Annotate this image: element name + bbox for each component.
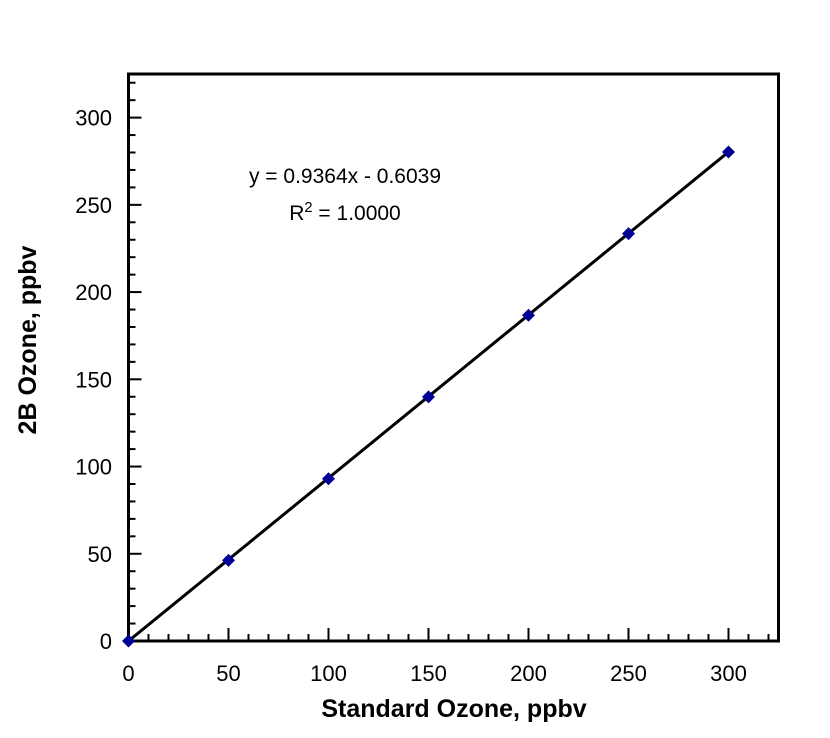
plot-frame	[127, 72, 780, 643]
y-tick-label: 150	[75, 367, 112, 392]
y-axis-title: 2B Ozone, ppbv	[14, 245, 42, 435]
y-tick-label: 0	[100, 629, 112, 654]
x-tick-label: 200	[510, 661, 547, 686]
data-point-marker	[622, 227, 635, 241]
y-tick-label: 250	[75, 193, 112, 218]
x-tick-label: 300	[710, 661, 747, 686]
data-point-marker	[522, 308, 535, 322]
data-point-marker	[422, 390, 435, 404]
y-tick-labels: 0 50 100 150 200 250 300	[75, 106, 112, 654]
r-squared-value: = 1.0000	[312, 202, 401, 225]
r-squared-text: R2 = 1.0000	[195, 195, 495, 232]
x-tick-label: 150	[410, 661, 447, 686]
trendline-annotation: y = 0.9364x - 0.6039 R2 = 1.0000	[195, 158, 495, 232]
x-tick-label: 100	[310, 661, 347, 686]
r-squared-base: R	[289, 202, 305, 225]
y-tick-label: 100	[75, 455, 112, 480]
x-tick-label: 0	[122, 661, 134, 686]
x-tick-labels: 0 50 100 150 200 250 300	[122, 661, 746, 686]
x-axis-title: Standard Ozone, ppbv	[321, 695, 587, 723]
trendline-equation-text: y = 0.9364x - 0.6039	[248, 165, 442, 188]
y-tick-label: 300	[75, 106, 112, 131]
data-point-marker	[122, 634, 135, 648]
data-point-marker	[722, 145, 735, 159]
y-tick-label: 200	[75, 280, 112, 305]
data-point-marker	[322, 472, 335, 486]
data-point-marker	[222, 553, 235, 567]
r-squared-exponent: 2	[304, 200, 313, 216]
x-tick-label: 250	[610, 661, 647, 686]
x-tick-label: 50	[216, 661, 240, 686]
y-tick-label: 50	[88, 542, 112, 567]
axis-ticks	[127, 81, 770, 642]
data-points	[122, 145, 735, 648]
